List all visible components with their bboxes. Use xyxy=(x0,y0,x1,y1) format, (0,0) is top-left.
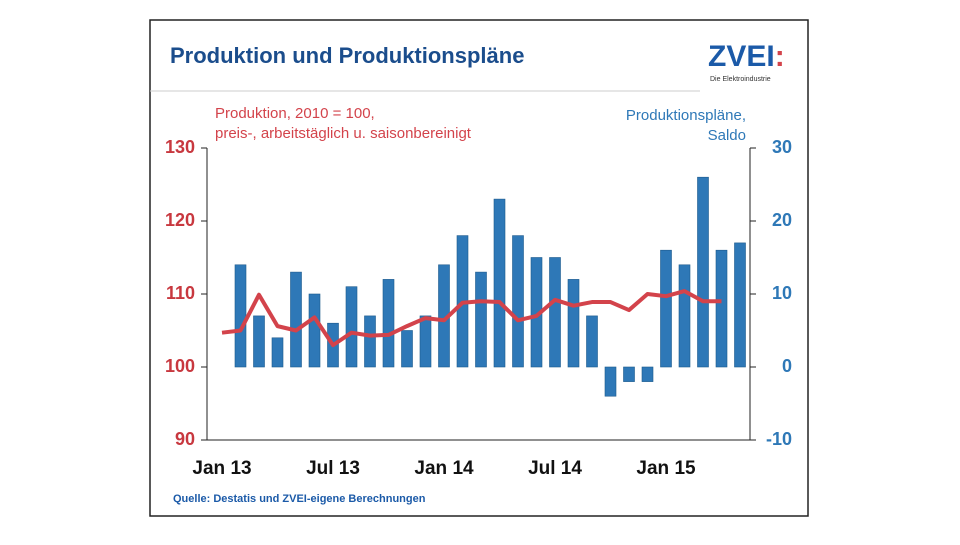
x-tick-label: Jan 14 xyxy=(414,458,474,479)
x-tick-label: Jan 15 xyxy=(636,458,696,479)
y-tick-label: 90 xyxy=(175,429,195,449)
bar xyxy=(604,366,617,397)
y-tick-label: 100 xyxy=(165,356,195,376)
bar xyxy=(475,271,487,368)
bar xyxy=(586,315,598,368)
bar xyxy=(567,279,580,368)
x-tick-label: Jul 14 xyxy=(528,458,582,479)
bar xyxy=(678,264,691,368)
source: Quelle: Destatis und ZVEI-eigene Berechn… xyxy=(173,493,426,505)
y-tick-label: 120 xyxy=(165,210,195,230)
bar xyxy=(382,279,395,368)
bar xyxy=(660,249,672,368)
bar xyxy=(234,264,247,368)
bar xyxy=(623,366,635,382)
bar xyxy=(345,286,358,368)
bar xyxy=(271,337,284,368)
y2-label: Produktionspläne, xyxy=(626,107,746,124)
logo: ZVEI: xyxy=(708,40,785,73)
logo-mark: : xyxy=(775,40,785,73)
y-label: preis-, arbeitstäglich u. saisonbereinig… xyxy=(215,125,472,142)
frame xyxy=(149,19,809,517)
y2-label: Saldo xyxy=(708,127,746,144)
bar xyxy=(734,242,746,368)
bar xyxy=(290,271,302,368)
y2-tick-label: 20 xyxy=(772,210,792,230)
y-tick-label: 130 xyxy=(165,137,195,157)
title: Produktion und Produktionspläne xyxy=(170,43,524,68)
logo-tagline: Die Elektroindustrie xyxy=(710,76,771,83)
y-label: Produktion, 2010 = 100, xyxy=(215,105,375,122)
y-tick-label: 110 xyxy=(166,283,195,303)
y2-tick-label: 10 xyxy=(772,283,792,303)
bar xyxy=(253,315,265,368)
line xyxy=(221,289,722,348)
bar xyxy=(697,176,709,368)
bar xyxy=(401,330,413,368)
bar xyxy=(512,235,524,368)
bar xyxy=(308,293,321,368)
bar xyxy=(493,198,506,368)
logo-name: ZVEI xyxy=(708,40,775,73)
bar xyxy=(549,257,561,368)
y2-tick-label: -10 xyxy=(766,429,792,449)
y2-tick-label: 0 xyxy=(782,356,792,376)
bar xyxy=(641,366,654,382)
bar xyxy=(364,315,376,368)
bar xyxy=(715,249,728,368)
x-tick-label: Jan 13 xyxy=(192,458,251,479)
bar xyxy=(419,315,432,368)
x-tick-label: Jul 13 xyxy=(306,458,360,479)
y2-tick-label: 30 xyxy=(772,137,792,157)
